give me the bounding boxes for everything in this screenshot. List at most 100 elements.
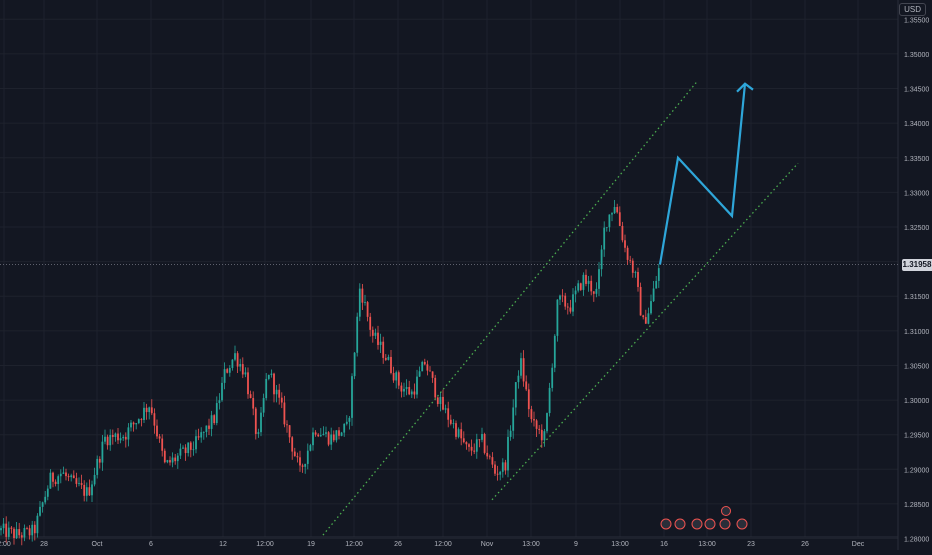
candle-body [364, 302, 366, 303]
candle-body [7, 527, 10, 537]
x-tick-label: Nov [481, 541, 494, 548]
candle-body [535, 420, 538, 429]
candle-body [569, 307, 572, 312]
candle-body [338, 430, 340, 436]
candle-body [442, 396, 444, 410]
candle-body [613, 207, 616, 214]
candle-body [574, 290, 577, 295]
candle-body [397, 372, 400, 386]
candle-body [39, 506, 41, 516]
candle-body [431, 371, 434, 378]
candle-body [605, 227, 608, 229]
currency-badge[interactable]: USD [899, 3, 926, 16]
candle-body [291, 437, 294, 452]
candle-body [566, 306, 569, 308]
candle-body [587, 280, 590, 284]
candle-body [145, 407, 148, 413]
candle-body [504, 462, 507, 471]
candle-body [624, 240, 626, 248]
candle-body [80, 483, 83, 485]
candle-body [590, 280, 593, 292]
projection-arrowhead [736, 82, 754, 93]
y-tick-label: 1.31000 [904, 329, 929, 336]
candle-body [572, 294, 574, 312]
candle-body [657, 268, 660, 281]
candle-body [533, 419, 535, 421]
candle-body [650, 301, 652, 314]
candle-body [197, 436, 200, 438]
candle-body [403, 388, 405, 392]
channel-trendline [491, 162, 799, 501]
candle-body [509, 430, 512, 437]
candle-body [405, 387, 408, 389]
candle-body [215, 403, 218, 424]
candle-body [621, 225, 624, 241]
candle-body [156, 425, 158, 437]
candle-body [314, 432, 317, 435]
candle-body [49, 472, 52, 489]
candle-body [421, 361, 424, 372]
candle-body [553, 335, 556, 368]
x-tick-label: 19 [307, 541, 315, 548]
candle-body [184, 447, 187, 454]
candle-body [130, 422, 132, 428]
candle-body [603, 227, 606, 250]
candle-body [319, 435, 322, 437]
candle-body [317, 434, 320, 437]
candle-body [200, 432, 203, 438]
candle-body [208, 425, 210, 429]
x-tick-label: 6 [149, 541, 153, 548]
candle-body [234, 353, 236, 360]
candle-body [444, 408, 447, 410]
candle-body [343, 423, 346, 433]
candle-body [340, 432, 343, 436]
event-badge-icon [721, 506, 731, 516]
candle-body [384, 357, 387, 360]
candle-body [494, 464, 496, 474]
candle-body [546, 413, 548, 432]
y-tick-label: 1.28000 [904, 537, 929, 544]
candle-body [15, 529, 18, 539]
candle-body [652, 288, 655, 302]
candle-body [312, 432, 314, 446]
candle-body [608, 214, 611, 228]
candle-body [366, 302, 369, 317]
candle-body [280, 397, 283, 403]
candle-body [93, 474, 96, 485]
candle-body [44, 496, 47, 503]
candle-body [473, 450, 476, 452]
candle-body [351, 376, 353, 418]
y-tick-label: 1.31500 [904, 294, 929, 301]
candle-body [202, 431, 205, 433]
candle-body [325, 432, 327, 434]
candle-body [119, 438, 122, 441]
candle-body [244, 372, 247, 375]
candle-body [361, 288, 364, 303]
candle-body [189, 442, 192, 450]
candle-body [543, 431, 546, 441]
candle-body [20, 535, 23, 538]
candle-body [213, 415, 216, 424]
candle-body [28, 528, 31, 536]
candle-body [267, 374, 270, 379]
candle-body [356, 316, 359, 353]
candle-body [161, 438, 164, 451]
candle-body [127, 427, 130, 440]
candle-body [634, 272, 637, 273]
candle-body [62, 472, 65, 474]
candle-body [538, 428, 541, 430]
candle-body [101, 441, 104, 463]
candle-body [436, 397, 439, 404]
candle-body [83, 484, 86, 496]
candle-body [426, 364, 429, 371]
candle-body [332, 434, 335, 441]
candle-body [600, 249, 603, 270]
candle-body [429, 370, 431, 372]
candle-body [96, 458, 99, 475]
y-tick-label: 1.29500 [904, 433, 929, 440]
candle-body [457, 429, 460, 437]
candle-body [478, 439, 481, 441]
candle-body [642, 315, 645, 318]
